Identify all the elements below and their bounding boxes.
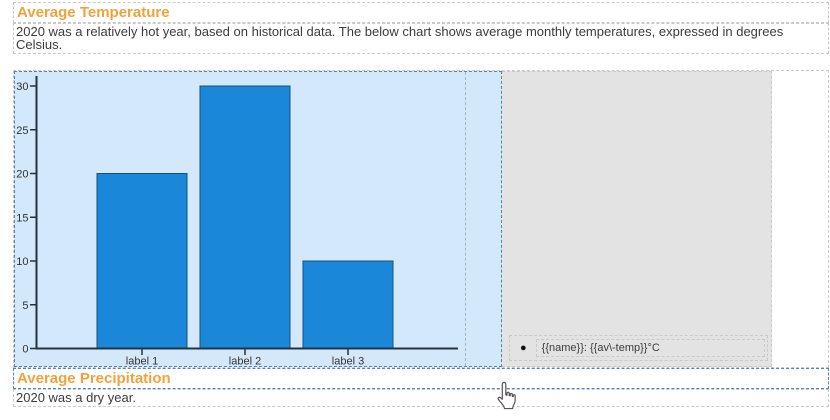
svg-text:30: 30 (16, 81, 28, 93)
temperature-heading-text: Average Temperature (17, 4, 170, 21)
precipitation-heading-text: Average Precipitation (17, 370, 171, 387)
temperature-paragraph-block[interactable]: 2020 was a relatively hot year, based on… (13, 23, 829, 54)
chart-row-block[interactable]: 0 5 10 15 20 25 30 label 1 label 2 label 3 ● {{na… (13, 70, 829, 368)
precipitation-heading-block[interactable]: Average Precipitation (13, 368, 829, 389)
svg-text:10: 10 (16, 256, 28, 268)
temperature-heading-block[interactable]: Average Temperature (13, 2, 829, 23)
temperature-chart-widget[interactable]: 0 5 10 15 20 25 30 label 1 label 2 label 3 (14, 71, 502, 367)
svg-text:25: 25 (16, 125, 28, 137)
legend-item-template-text[interactable]: {{name}}: {{av\-temp}}°C (535, 339, 765, 357)
precipitation-paragraph-text: 2020 was a dry year. (16, 390, 136, 405)
svg-text:label 2: label 2 (229, 356, 261, 367)
svg-text:20: 20 (16, 169, 28, 181)
temperature-chart-canvas: 0 5 10 15 20 25 30 label 1 label 2 label 3 (15, 72, 466, 366)
svg-text:label 3: label 3 (332, 356, 364, 367)
chart-legend-zone[interactable]: ● {{name}}: {{av\-temp}}°C (502, 71, 772, 367)
document-content: Average Temperature 2020 was a relativel… (13, 2, 829, 407)
legend-bullet-icon: ● (520, 342, 527, 354)
legend-list[interactable]: ● {{name}}: {{av\-temp}}°C (509, 335, 768, 361)
svg-text:5: 5 (22, 300, 28, 312)
svg-text:0: 0 (22, 344, 28, 356)
precipitation-paragraph-block[interactable]: 2020 was a dry year. (13, 389, 829, 407)
temperature-bar-chart-svg: 0 5 10 15 20 25 30 label 1 label 2 label 3 (16, 76, 458, 367)
temperature-paragraph-text: 2020 was a relatively hot year, based on… (16, 24, 784, 52)
svg-text:label 1: label 1 (126, 356, 158, 367)
svg-text:15: 15 (16, 212, 28, 224)
